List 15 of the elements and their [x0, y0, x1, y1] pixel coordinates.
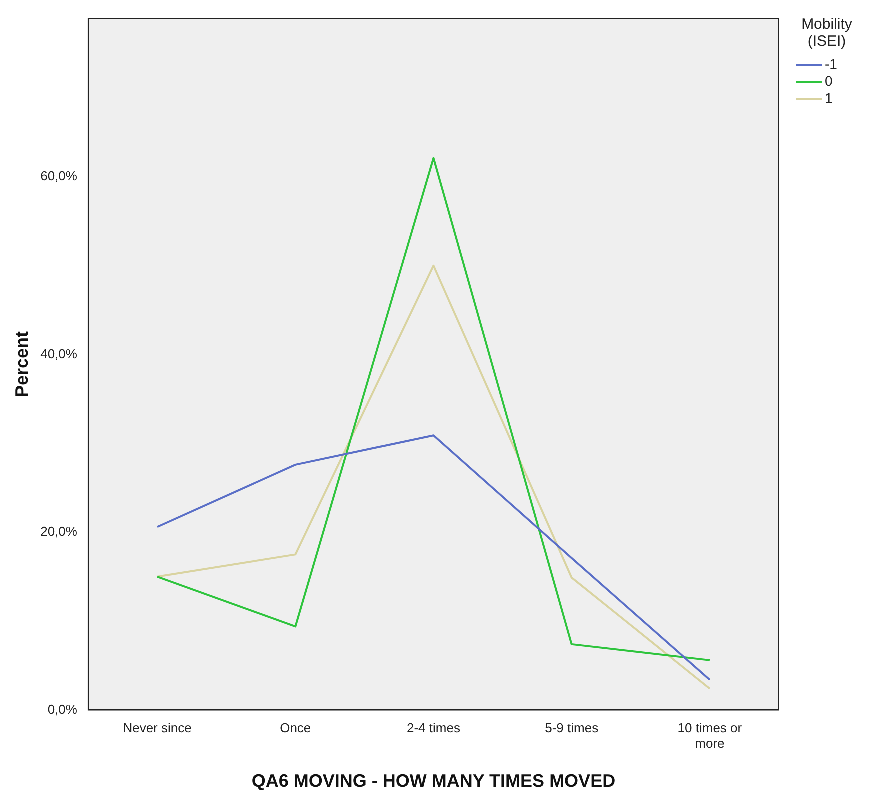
y-tick-label: 20,0%	[40, 524, 78, 540]
legend-label: 0	[825, 73, 833, 90]
x-tick-label: 5-9 times	[545, 720, 600, 736]
x-tick-label: Once	[280, 720, 312, 736]
x-tick-label: 10 times or more	[678, 720, 743, 752]
y-tick-label: 60,0%	[40, 168, 78, 184]
x-axis-title: QA6 MOVING - HOW MANY TIMES MOVED	[252, 771, 616, 792]
y-axis-title: Percent	[12, 331, 32, 398]
legend-title: Mobility (ISEI)	[800, 16, 854, 50]
x-tick-label: 2-4 times	[406, 720, 461, 736]
y-tick-label: 0,0%	[48, 702, 78, 717]
legend-label: -1	[825, 56, 838, 73]
y-tick-label: 40,0%	[40, 346, 78, 362]
x-tick-label: Never since	[123, 720, 192, 736]
legend-label: 1	[825, 90, 833, 107]
